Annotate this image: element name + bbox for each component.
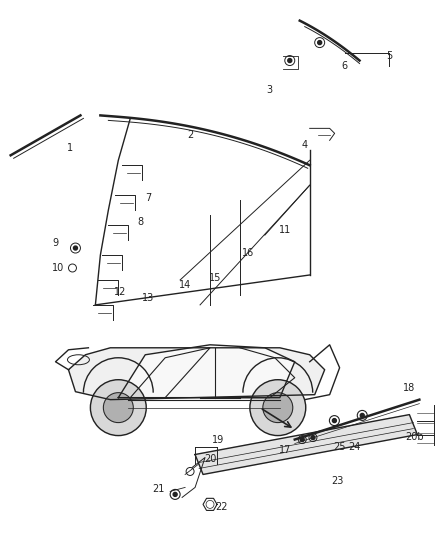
Text: 2: 2: [187, 131, 193, 140]
Text: 22: 22: [216, 503, 228, 512]
Text: 24: 24: [348, 441, 361, 451]
Text: 11: 11: [279, 225, 291, 235]
Circle shape: [173, 492, 177, 496]
Text: 6: 6: [342, 61, 348, 70]
Circle shape: [332, 418, 336, 423]
Text: 7: 7: [145, 193, 152, 203]
Text: 17: 17: [279, 445, 291, 455]
Text: 10: 10: [53, 263, 65, 273]
Text: 1: 1: [67, 143, 74, 154]
Circle shape: [288, 59, 292, 62]
Text: 5: 5: [386, 51, 392, 61]
Circle shape: [263, 393, 293, 423]
Circle shape: [360, 414, 364, 417]
Text: 20b: 20b: [405, 432, 424, 441]
Circle shape: [74, 246, 78, 250]
Text: 19: 19: [212, 434, 224, 445]
Polygon shape: [195, 415, 417, 474]
Text: 9: 9: [53, 238, 59, 248]
Circle shape: [103, 393, 133, 423]
Circle shape: [300, 438, 304, 441]
Text: 8: 8: [137, 217, 143, 227]
Text: 18: 18: [403, 383, 416, 393]
Text: 3: 3: [267, 85, 273, 95]
Text: 4: 4: [302, 140, 308, 150]
Circle shape: [250, 379, 306, 435]
Text: 25: 25: [333, 441, 346, 451]
Text: 12: 12: [114, 287, 127, 297]
Polygon shape: [118, 345, 295, 398]
Text: 16: 16: [242, 248, 254, 258]
Text: 13: 13: [142, 293, 154, 303]
Text: 23: 23: [332, 477, 344, 487]
Text: 15: 15: [209, 273, 221, 283]
Circle shape: [318, 41, 321, 45]
Polygon shape: [68, 348, 325, 400]
Text: 20: 20: [204, 455, 216, 464]
Circle shape: [311, 435, 315, 440]
Text: 21: 21: [152, 484, 164, 495]
Circle shape: [90, 379, 146, 435]
Text: 14: 14: [179, 280, 191, 290]
